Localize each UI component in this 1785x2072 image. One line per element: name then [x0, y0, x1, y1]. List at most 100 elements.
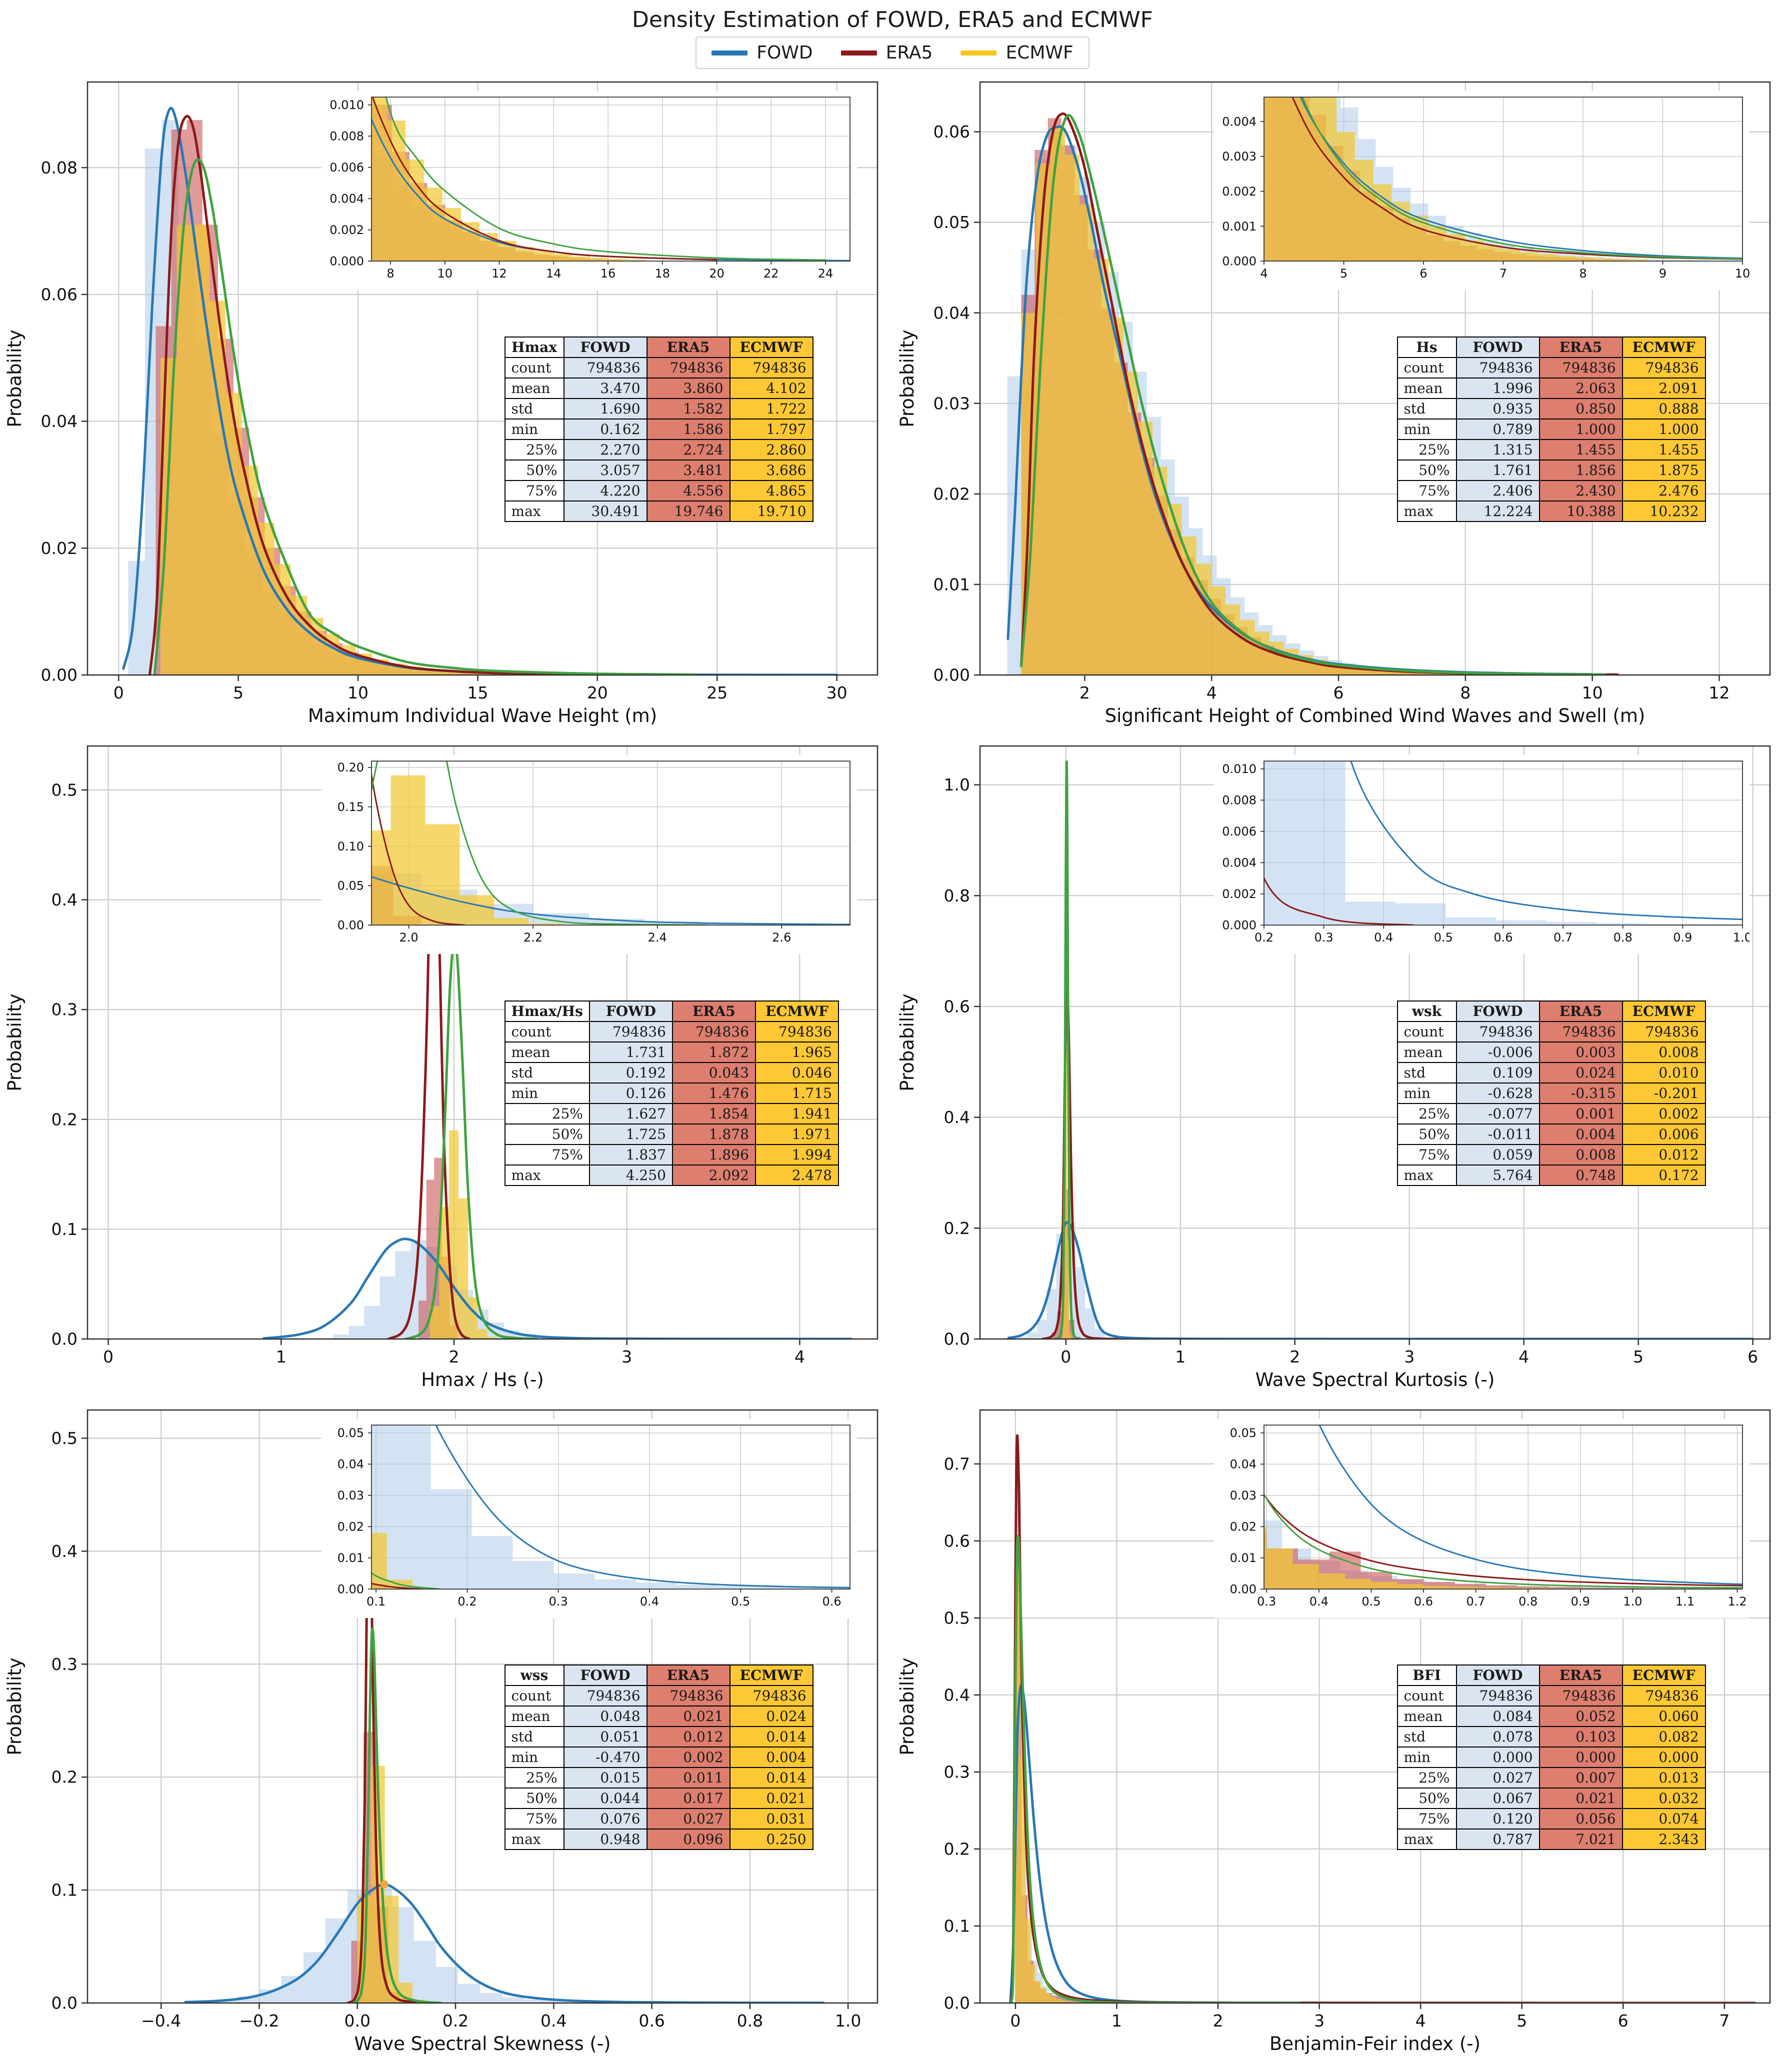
table-cell: 0.888 [1622, 398, 1706, 419]
table-cell: 1.941 [756, 1104, 838, 1124]
x-tick-label: 0.6 [1494, 930, 1512, 944]
table-row-label: std [1398, 1062, 1456, 1083]
table-cell: 1.582 [647, 398, 730, 419]
table-row-label: min [505, 419, 564, 440]
hist-bar-fowd [512, 1561, 554, 1589]
table-column-header-era5: ERA5 [1540, 1001, 1622, 1022]
hist-bar-fowd [326, 1918, 348, 2003]
hist-bar-ecmwf [572, 256, 590, 261]
y-tick-label: 0.03 [934, 394, 970, 413]
table-row-label: 25% [1398, 440, 1456, 460]
table-cell: 0.051 [564, 1726, 647, 1747]
x-tick-label: 0.3 [1257, 1594, 1276, 1608]
table-cell: 0.013 [1622, 1768, 1706, 1788]
y-tick-label: 0.5 [944, 1608, 970, 1628]
x-tick-label: 0.1 [366, 1594, 386, 1608]
y-tick-label: 0.00 [41, 666, 78, 685]
table-cell: 1.761 [1456, 460, 1540, 480]
hist-bar-ecmwf [1226, 604, 1240, 675]
y-tick-label: 0.3 [52, 1654, 78, 1674]
x-tick-label: 5 [1516, 2011, 1527, 2030]
table-cell: 1.000 [1540, 419, 1622, 440]
table-cell: 794836 [1622, 358, 1706, 378]
hist-bar-fowd [472, 1536, 512, 1589]
table-cell: 0.006 [1622, 1124, 1706, 1144]
x-tick-label: 0.8 [1518, 1594, 1538, 1608]
x-tick-label: 0.5 [1362, 1594, 1380, 1608]
hist-bar-ecmwf [1410, 216, 1428, 261]
table-cell: 0.004 [730, 1747, 813, 1768]
table-cell: 0.850 [1540, 398, 1622, 419]
x-tick-label: 1.0 [835, 2011, 861, 2030]
legend-item-fowd: FOWD [712, 42, 812, 63]
table-row-label: min [505, 1747, 564, 1768]
table-cell: 1.994 [756, 1144, 838, 1165]
table-cell: 0.012 [647, 1726, 730, 1747]
x-tick-label: 0.3 [1314, 930, 1333, 944]
table-row-label: max [1398, 501, 1456, 522]
x-tick-label: 5 [1633, 1347, 1644, 1366]
hist-bar-ecmwf [1336, 132, 1355, 261]
x-axis-label: Significant Height of Combined Wind Wave… [1105, 705, 1646, 726]
hist-bar-ecmwf [468, 1298, 478, 1339]
x-tick-label: 0.9 [1673, 930, 1692, 944]
y-tick-label: 0.004 [330, 192, 364, 206]
x-tick-label: 2 [448, 1347, 459, 1366]
y-axis-label: Probability [896, 994, 918, 1092]
y-tick-label: 0.04 [41, 412, 78, 431]
table-cell: -0.011 [1456, 1124, 1540, 1144]
x-tick-label: 24 [818, 266, 833, 280]
y-tick-label: 0.00 [337, 1582, 364, 1596]
hist-bar-ecmwf [424, 188, 442, 261]
table-row-label: max [1398, 1829, 1456, 1850]
hist-bar-fowd [1028, 1332, 1037, 1339]
table-row-label: mean [505, 1042, 590, 1062]
x-tick-label: 3 [1404, 1347, 1414, 1366]
hist-bar-ecmwf [1080, 204, 1094, 675]
table-row-label: 25% [505, 1768, 564, 1788]
y-tick-label: 0.004 [1222, 114, 1256, 128]
table-row-label: 25% [1398, 1768, 1456, 1788]
hist-bar-ecmwf [1046, 1993, 1051, 2003]
table-cell: 1.797 [730, 419, 813, 440]
x-tick-label: 4 [794, 1347, 805, 1366]
table-cell: 3.860 [647, 378, 730, 398]
hist-bar-fowd [333, 1334, 348, 1339]
table-cell: -0.628 [1456, 1083, 1540, 1104]
table-cell: 0.032 [1622, 1788, 1706, 1808]
x-tick-label: 7 [1719, 2011, 1730, 2030]
table-row-label: 25% [1398, 1104, 1456, 1124]
x-tick-label: 2 [1080, 683, 1090, 702]
x-tick-label: 9 [1658, 266, 1666, 280]
x-tick-label: 4 [1416, 2011, 1426, 2030]
x-tick-label: 10 [1582, 683, 1603, 702]
hist-bar-ecmwf [1371, 1582, 1397, 1589]
table-row-label: count [1398, 1686, 1456, 1706]
table-row-label: 50% [505, 460, 564, 480]
table-row: min-0.628-0.315-0.201 [1398, 1083, 1706, 1104]
x-tick-label: −0.2 [239, 2011, 279, 2030]
table-row-label: std [1398, 1726, 1456, 1747]
